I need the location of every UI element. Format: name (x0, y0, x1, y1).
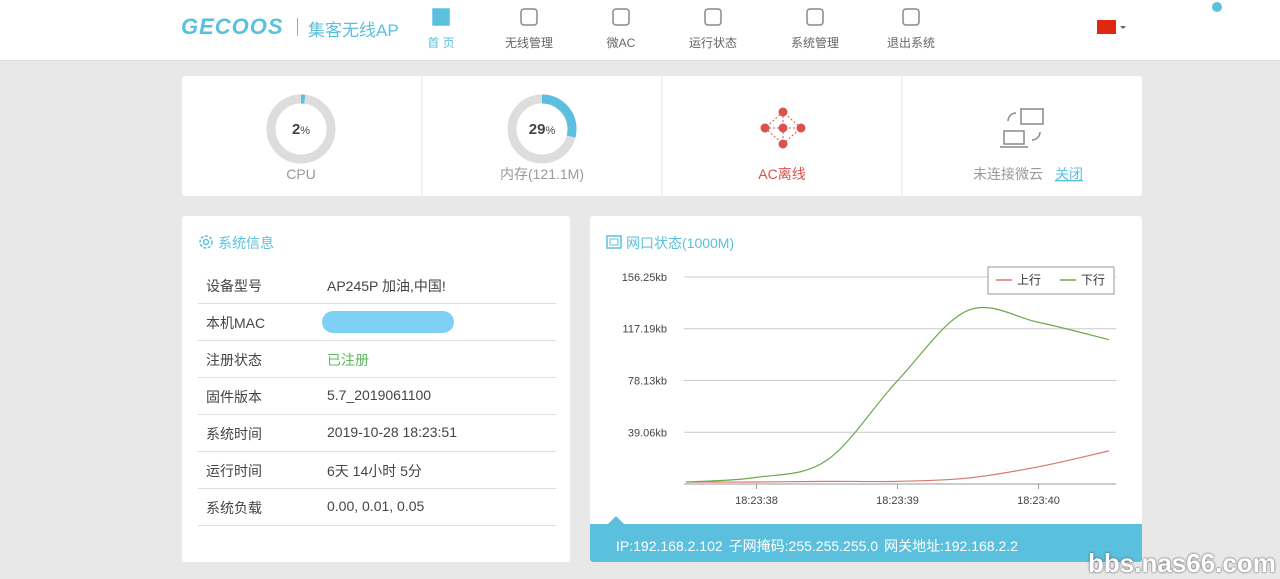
redaction (322, 311, 454, 333)
icon-shape (612, 8, 630, 26)
legend-label: 上行 (1017, 273, 1041, 287)
cloud-link[interactable]: 关闭 (1055, 166, 1083, 182)
watermark: bbs.nas66.com (1088, 548, 1276, 578)
nav-icon (902, 8, 920, 26)
dot (1212, 2, 1222, 12)
row-value: 已注册 (327, 352, 369, 368)
info-row: 运行时间 6天 14小时 5分 (198, 451, 556, 489)
ac-status: AC离线 (758, 166, 805, 182)
nav-icon (432, 8, 450, 26)
row-value: 6天 14小时 5分 (327, 463, 422, 479)
row-label: 系统负载 (206, 500, 262, 516)
info-row: 系统负载 0.00, 0.01, 0.05 (198, 488, 556, 526)
nav-item[interactable]: 无线管理 (504, 36, 553, 50)
nav-icon (520, 8, 538, 26)
x-tick-label: 18:23:40 (1017, 495, 1060, 507)
info-row: 设备型号 AP245P 加油,中国! (198, 266, 556, 304)
nav-item[interactable]: 微AC (606, 36, 636, 50)
network-title: 网口状态(1000M) (626, 235, 735, 251)
nav-item[interactable]: 退出系统 (886, 36, 935, 50)
info-row: 本机MAC (198, 303, 556, 341)
ac-icon (760, 107, 806, 149)
chart: 39.06kb 78.13kb 117.19kb 156.25kb 18:23:38 18… (622, 266, 1116, 507)
row-value: 0.00, 0.01, 0.05 (327, 498, 425, 514)
icon-shape (902, 8, 920, 26)
port-icon (606, 235, 622, 249)
series-line (685, 306, 1110, 483)
nav-item[interactable]: 运行状态 (688, 36, 737, 50)
nav-icon (806, 8, 824, 26)
row-value: 5.7_2019061100 (327, 387, 432, 403)
header: GECOOS 集客无线AP 首 页 无线管理 微AC 运行状态 系统管理 退出系统 (0, 0, 1280, 61)
stat-label: CPU (286, 166, 316, 182)
ring-unit: % (300, 125, 310, 137)
sysinfo-card: 系统信息 设备型号 AP245P 加油,中国! 本机MAC 注册状态 已注册固件版本 5.… (182, 216, 570, 562)
legend-label: 下行 (1081, 273, 1105, 287)
divider (297, 18, 298, 36)
info-bar: IP:192.168.2.102 子网掩码:255.255.255.0 网关地址:1… (590, 516, 1142, 562)
info-item: IP:192.168.2.102 (616, 538, 723, 554)
product-name: 集客无线AP (308, 21, 399, 40)
nav-item[interactable]: 首 页 (427, 36, 455, 50)
cloud-icon (1000, 108, 1044, 148)
stats-card: 2% CPU 29% 内存(121.1M) AC离线 未连接微云 关闭 (182, 76, 1142, 196)
sysinfo-title: 系统信息 (218, 235, 274, 251)
ring-unit: % (545, 125, 555, 137)
row-label: 固件版本 (206, 389, 262, 405)
series-line (685, 450, 1110, 483)
row-value: 2019-10-28 18:23:51 (327, 424, 457, 440)
pointer (608, 516, 624, 524)
x-tick-label: 18:23:39 (876, 495, 919, 507)
logo: GECOOS (181, 14, 284, 39)
ring-value (266, 94, 336, 164)
nav-icon (704, 8, 722, 26)
language[interactable] (1097, 20, 1129, 36)
info-row: 系统时间 2019-10-28 18:23:51 (198, 414, 556, 452)
row-label: 运行时间 (206, 463, 262, 479)
network-card: 网口状态(1000M) 39.06kb 78.13kb 117.19kb 156.25… (590, 216, 1142, 562)
ring-number: 2 (292, 121, 300, 138)
icon-shape (806, 8, 824, 26)
row-value: AP245P 加油,中国! (327, 278, 446, 294)
nav-item[interactable]: 系统管理 (790, 36, 839, 50)
y-tick-label: 117.19kb (623, 324, 667, 336)
row-label: 系统时间 (206, 426, 262, 442)
ring-number: 29 (529, 121, 546, 138)
y-tick-label: 39.06kb (628, 427, 667, 439)
ring-text: 29% (529, 121, 556, 138)
gear-icon (199, 235, 213, 249)
info-text: IP:192.168.2.102 子网掩码:255.255.255.0 网关地址:1… (616, 536, 1024, 556)
info-row: 固件版本 5.7_2019061100 (198, 377, 556, 415)
row-label: 本机MAC (206, 315, 266, 331)
row-label: 注册状态 (206, 352, 262, 368)
y-tick-label: 78.13kb (628, 375, 667, 387)
icon-shape (704, 8, 722, 26)
nav-icon (612, 8, 630, 26)
icon-shape (432, 8, 450, 26)
y-tick-label: 156.25kb (622, 272, 667, 284)
row-label: 设备型号 (206, 278, 262, 294)
icon-shape (520, 8, 538, 26)
info-item: 子网掩码:255.255.255.0 (728, 538, 879, 554)
stats: 2% CPU 29% 内存(121.1M) AC离线 未连接微云 关闭 (266, 76, 1083, 196)
stat-label: 内存(121.1M) (500, 166, 584, 182)
info-item: 网关地址:192.168.2.2 (884, 538, 1018, 554)
cloud-status: 未连接微云 (973, 166, 1043, 182)
info-row: 注册状态 已注册 (198, 340, 556, 378)
x-tick-label: 18:23:38 (735, 495, 778, 507)
ring-value (507, 94, 577, 164)
ring-text: 2% (292, 121, 310, 138)
